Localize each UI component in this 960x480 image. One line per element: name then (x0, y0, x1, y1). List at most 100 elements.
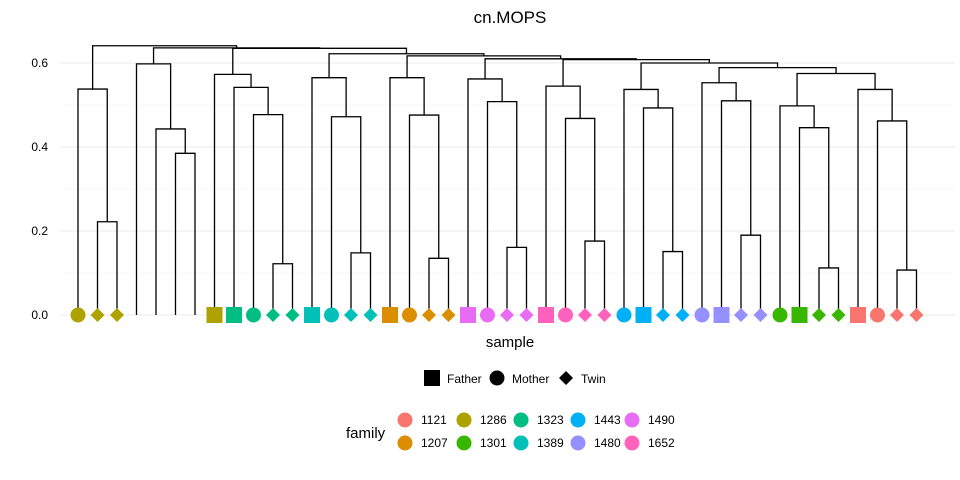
leaf-circle-marker (772, 307, 788, 323)
leaf-diamond-marker (909, 308, 924, 322)
dendrogram-branch (428, 257, 450, 315)
color-legend-label: 1490 (648, 413, 675, 427)
leaf-diamond-marker (266, 308, 280, 322)
color-legend-label: 1443 (594, 413, 621, 427)
leaf-diamond-marker (422, 308, 436, 322)
dendrogram-branch (252, 114, 284, 315)
father-legend-key (424, 370, 440, 386)
dendrogram-branch (155, 128, 186, 315)
mother-legend-key (489, 370, 505, 386)
dendrogram-branch (896, 269, 918, 315)
dendrogram-branch (408, 114, 440, 315)
x-axis-label: sample (486, 334, 534, 351)
dendrogram-branch (96, 221, 118, 315)
dendrogram-branch (818, 267, 840, 315)
leaf-square-marker (460, 307, 476, 323)
dendrogram-branch (545, 85, 581, 315)
leaf-markers (70, 307, 924, 323)
dendrogram-branch (232, 47, 408, 75)
leaf-circle-marker (616, 307, 632, 323)
dendrogram-branch (389, 77, 425, 315)
dendrogram-branches (77, 45, 918, 315)
color-legend-key (570, 435, 586, 451)
leaf-square-marker (206, 307, 223, 323)
dendrogram-branch (623, 88, 659, 315)
leaf-diamond-marker (441, 308, 456, 322)
dendrogram-branch (311, 77, 347, 315)
dendrogram-branch (701, 82, 737, 315)
color-legend-label: 1652 (648, 436, 675, 450)
leaf-diamond-marker (890, 308, 904, 322)
leaf-circle-marker (870, 307, 885, 323)
color-legend-title: family (346, 425, 386, 442)
shape-legend-label: Mother (512, 372, 549, 386)
leaf-square-marker (304, 307, 320, 323)
color-legend-label: 1301 (480, 436, 507, 450)
leaf-diamond-marker (734, 308, 748, 322)
dendrogram-branch (720, 100, 752, 315)
color-legend-key (513, 412, 529, 428)
color-legend-label: 1207 (421, 436, 448, 450)
leaf-diamond-marker (363, 308, 378, 322)
dendrogram-branch (662, 250, 684, 315)
leaf-diamond-marker (812, 308, 826, 322)
twin-legend-key (559, 371, 573, 385)
dendrogram-branch (484, 58, 637, 79)
color-legend-key (397, 435, 413, 451)
leaf-circle-marker (70, 307, 86, 323)
y-tick-label: 0.4 (31, 140, 48, 154)
leaf-circle-marker (324, 307, 339, 323)
color-legend-label: 1121 (421, 413, 447, 427)
dendrogram-branch (718, 66, 837, 83)
leaf-square-marker (635, 307, 652, 323)
leaf-diamond-marker (753, 308, 768, 322)
leaf-circle-marker (694, 307, 710, 323)
shape-legend-label: Twin (581, 372, 606, 386)
y-axis: 0.0 0.2 0.4 0.6 (31, 56, 48, 322)
dendrogram-branch (174, 152, 196, 315)
dendrogram-branch (640, 62, 779, 90)
color-legend-label: 1286 (480, 413, 507, 427)
color-legend-label: 1323 (537, 413, 564, 427)
dendrogram-branch (350, 252, 372, 315)
leaf-circle-marker (480, 307, 495, 323)
leaf-square-marker (791, 307, 808, 323)
leaf-diamond-marker (110, 308, 124, 322)
dendrogram-branch (213, 73, 252, 315)
shape-legend-label: Father (447, 372, 482, 386)
leaf-square-marker (538, 307, 554, 323)
dendrogram-branch (152, 47, 321, 64)
dendrogram-branch (135, 63, 172, 315)
color-legend: family 1121 1207 1286 1301 1323 1389 1443 1480 1… (346, 412, 675, 451)
leaf-diamond-marker (519, 308, 534, 322)
color-legend-label: 1480 (594, 436, 621, 450)
shape-legend: Father Mother Twin (424, 370, 606, 386)
leaf-diamond-marker (656, 308, 670, 322)
leaf-circle-marker (558, 307, 573, 323)
chart-title: cn.MOPS (474, 8, 547, 27)
dendrogram-branch (584, 240, 606, 315)
y-tick-label: 0.6 (31, 56, 48, 70)
color-legend-key (397, 412, 413, 428)
dendrogram-branch (506, 246, 528, 315)
dendrogram-branch (486, 100, 518, 315)
leaf-diamond-marker (831, 308, 846, 322)
leaf-square-marker (226, 307, 242, 323)
dendrogram-branch (876, 120, 908, 315)
dendrogram-branch (77, 88, 108, 315)
leaf-diamond-marker (597, 308, 612, 322)
y-tick-label: 0.0 (31, 308, 48, 322)
leaf-square-marker (382, 307, 398, 323)
dendrogram-branch (798, 127, 830, 315)
color-legend-key (624, 435, 640, 451)
dendrogram-branch (233, 86, 269, 315)
leaf-diamond-marker (90, 308, 105, 322)
leaf-diamond-marker (344, 308, 358, 322)
dendrogram-branch (779, 105, 815, 315)
color-legend-key (570, 412, 586, 428)
leaf-diamond-marker (500, 308, 514, 322)
color-legend-key (513, 435, 529, 451)
dendrogram-branch (330, 116, 362, 315)
dendrogram-branch (91, 45, 238, 90)
